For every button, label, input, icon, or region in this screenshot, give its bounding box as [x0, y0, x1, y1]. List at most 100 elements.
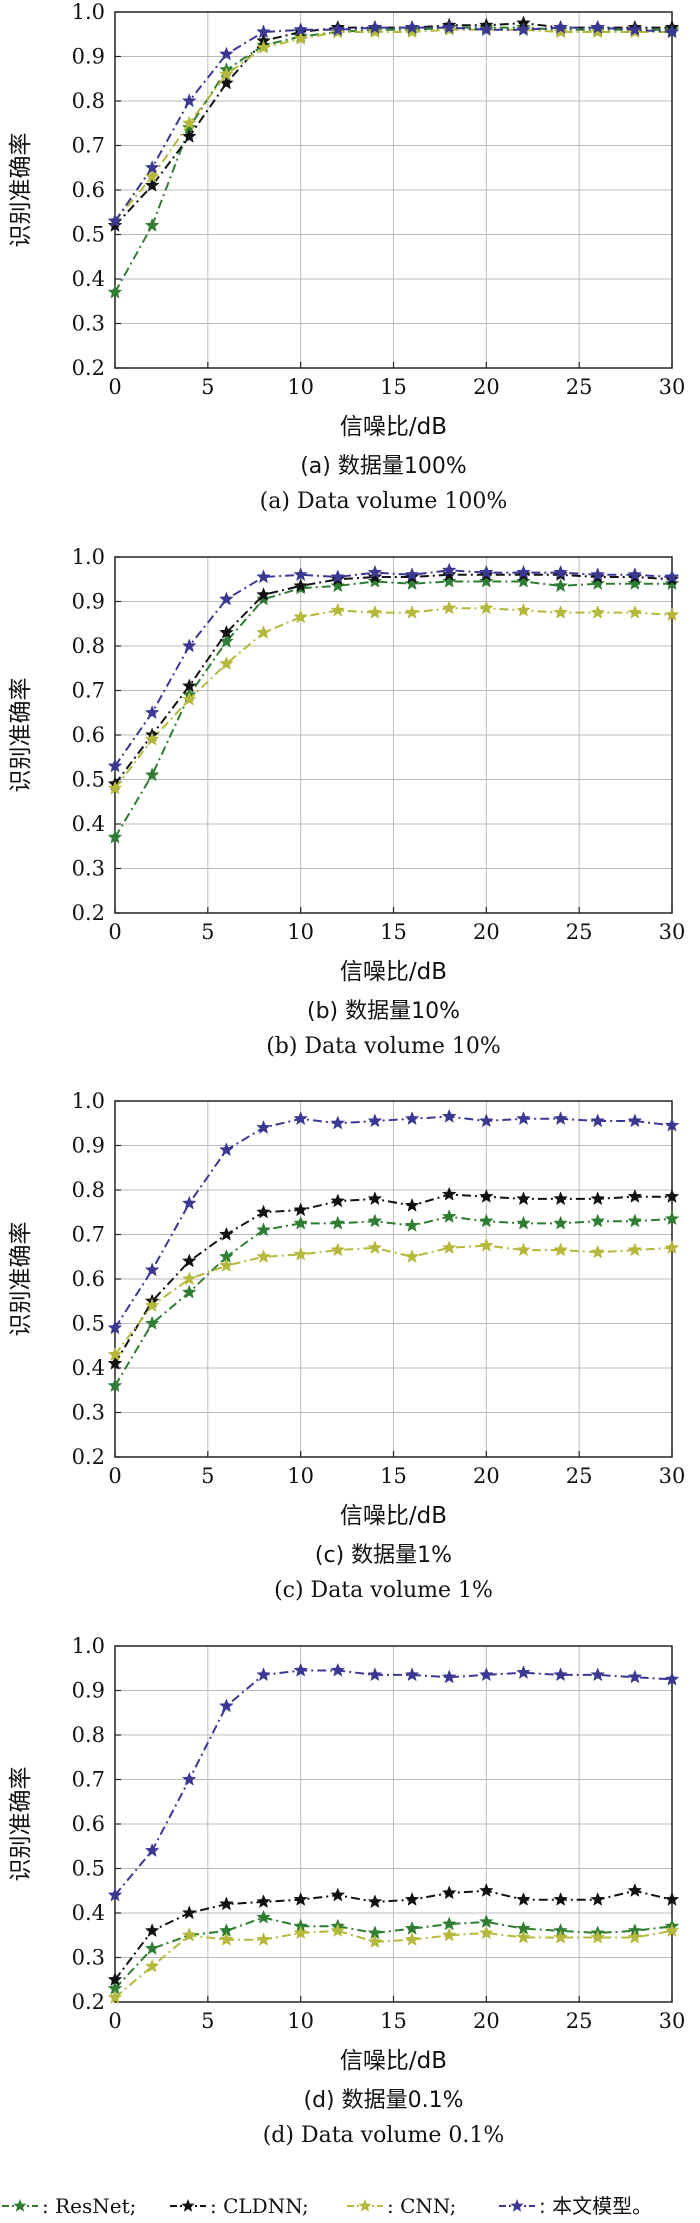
data-point-proposed	[144, 1842, 160, 1857]
data-point-cnn	[553, 1929, 568, 1944]
data-point-proposed	[367, 19, 383, 34]
data-point-proposed	[404, 567, 420, 582]
data-point-cnn	[107, 1347, 123, 1361]
series-line-cnn	[114, 1929, 673, 1999]
y-tick-label: 0.8	[72, 634, 105, 658]
data-point-cnn	[367, 1240, 383, 1255]
data-point-cnn	[219, 1258, 234, 1272]
data-point-cnn	[144, 1958, 160, 1973]
y-tick-label: 0.7	[72, 679, 105, 703]
x-tick-label: 20	[473, 920, 500, 944]
data-point-cnn	[479, 1925, 494, 1940]
data-point-cldnn	[627, 1189, 643, 1203]
x-tick-label: 25	[566, 375, 593, 399]
y-tick-label: 1.0	[72, 545, 105, 569]
data-point-cldnn	[107, 217, 123, 232]
chart-panel-c: 0 5 10 15 20 25 30 0.2 0.3 0.4 0.5 0.6 0.7 0.8 0.9 1.0 信…	[8, 1089, 685, 1603]
x-tick-label: 15	[380, 1464, 407, 1488]
y-tick-label: 0.3	[72, 857, 105, 881]
caption-zh: (b) 数据量10%	[307, 999, 460, 1024]
data-point-proposed	[590, 1113, 606, 1128]
data-point-cnn	[590, 1929, 606, 1944]
data-point-proposed	[441, 1108, 457, 1123]
data-point-cnn	[627, 604, 643, 619]
caption-en: (a) Data volume 100%	[260, 489, 508, 514]
data-point-proposed	[367, 1667, 383, 1682]
data-point-proposed	[441, 562, 457, 577]
legend-label: : ResNet;	[42, 2194, 136, 2218]
data-point-proposed	[219, 1142, 234, 1157]
data-point-resnet	[404, 575, 420, 590]
data-point-cnn	[590, 24, 606, 39]
data-point-cnn	[256, 625, 271, 639]
data-point-cldnn	[590, 1191, 606, 1206]
data-point-resnet	[330, 578, 346, 593]
data-point-cldnn	[293, 1202, 308, 1217]
y-tick-label: 0.2	[72, 1990, 105, 2014]
data-point-cldnn	[181, 678, 197, 693]
data-point-cldnn	[181, 1905, 197, 1920]
y-tick-label: 0.5	[72, 768, 105, 792]
x-tick-label: 25	[566, 920, 593, 944]
data-point-proposed	[293, 22, 308, 37]
data-point-resnet	[664, 1211, 680, 1226]
data-point-proposed	[256, 1667, 271, 1682]
data-point-proposed	[664, 1671, 680, 1686]
y-tick-label: 0.9	[72, 1134, 105, 1158]
data-point-proposed	[553, 1111, 568, 1126]
series-line-resnet	[114, 580, 672, 838]
y-tick-label: 0.7	[72, 1768, 105, 1792]
y-tick-label: 0.2	[72, 356, 105, 380]
data-point-proposed	[516, 564, 531, 579]
x-tick-label: 20	[473, 375, 500, 399]
data-point-cldnn	[219, 75, 234, 90]
series-cnn	[107, 1237, 680, 1361]
y-tick-label: 0.5	[72, 1857, 105, 1881]
y-tick-label: 0.5	[72, 1312, 105, 1336]
data-point-cnn	[590, 1244, 606, 1259]
data-point-proposed	[107, 213, 123, 228]
legend-marker	[358, 2199, 372, 2212]
y-tick-label: 0.7	[72, 134, 105, 158]
data-point-cnn	[516, 1929, 531, 1944]
data-point-resnet	[590, 1213, 606, 1228]
data-point-resnet	[256, 591, 271, 606]
x-axis-label: 信噪比/dB	[340, 1503, 447, 1529]
data-point-cldnn	[479, 1189, 494, 1203]
y-tick-label: 0.3	[72, 312, 105, 336]
data-point-proposed	[516, 1111, 531, 1126]
x-tick-label: 15	[380, 2009, 407, 2033]
data-point-cnn	[664, 1923, 680, 1938]
data-point-cldnn	[293, 578, 308, 593]
data-point-cldnn	[516, 1892, 531, 1906]
data-point-cldnn	[404, 1892, 420, 1906]
series-line-cldnn	[114, 1889, 673, 1981]
x-tick-label: 0	[108, 1464, 121, 1488]
data-point-resnet	[516, 573, 531, 588]
data-point-resnet	[256, 1909, 271, 1924]
x-axis-label: 信噪比/dB	[340, 414, 447, 440]
x-tick-label: 5	[201, 1464, 214, 1488]
data-point-proposed	[256, 1119, 271, 1134]
data-point-cldnn	[516, 1191, 531, 1206]
data-point-resnet	[144, 1940, 160, 1955]
data-point-proposed	[107, 1320, 123, 1335]
data-point-proposed	[627, 1113, 643, 1128]
legend-item-cnn: : CNN;	[347, 2194, 456, 2218]
data-point-cldnn	[590, 1892, 606, 1906]
data-point-cnn	[516, 1242, 531, 1257]
y-axis-label: 识别准确率	[8, 133, 34, 248]
data-point-proposed	[627, 567, 643, 582]
series-line-proposed	[114, 26, 673, 222]
data-point-proposed	[404, 1111, 420, 1126]
x-tick-label: 15	[380, 920, 407, 944]
data-point-resnet	[293, 1215, 308, 1230]
data-point-cnn	[293, 30, 308, 45]
y-tick-label: 0.6	[72, 723, 105, 747]
data-point-resnet	[107, 1378, 123, 1393]
data-point-resnet	[404, 1920, 420, 1935]
data-point-cldnn	[107, 1972, 123, 1986]
data-point-cldnn	[441, 567, 457, 582]
y-tick-label: 1.0	[72, 1089, 105, 1113]
data-point-proposed	[479, 564, 494, 579]
